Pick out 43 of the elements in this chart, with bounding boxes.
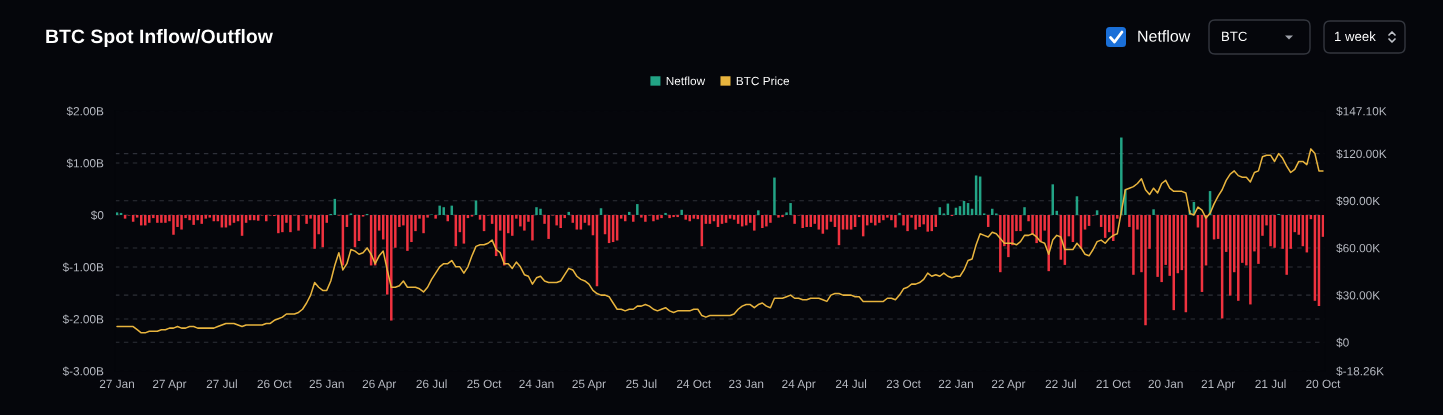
y2-tick-label: $30.00K (1336, 290, 1380, 301)
x-tick-label: 20 Oct (1306, 379, 1341, 388)
y-tick-label: $1.00B (66, 158, 104, 169)
x-tick-label: 27 Jan (99, 379, 134, 388)
legend-label: Netflow (666, 76, 706, 86)
x-tick-label: 27 Apr (152, 379, 187, 391)
text: BTC (1222, 31, 1247, 42)
x-tick-label: 21 Oct (1096, 379, 1131, 388)
chart-title: BTC Spot Inflow/Outflow (46, 28, 273, 48)
x-tick-label: 25 Apr (572, 379, 606, 391)
x-tick-label: 25 Jan (309, 379, 344, 388)
x-tick-label: 23 Oct (886, 379, 921, 388)
x-tick-label: 26 Apr (362, 379, 397, 391)
y-tick-label: $-2.00B (62, 314, 104, 325)
x-tick-label: 25 Jul (626, 379, 657, 388)
x-tick-label: 23 Jan (729, 379, 764, 388)
y-tick-label: $2.00B (66, 106, 104, 117)
x-tick-label: 24 Apr (782, 379, 816, 391)
y2-tick-label: $120.00K (1336, 149, 1387, 159)
x-tick-label: 21 Apr (1201, 379, 1235, 391)
x-tick-label: 26 Jul (416, 379, 447, 388)
y2-tick-label: $-18.26K (1336, 366, 1384, 377)
x-tick-label: 26 Oct (257, 379, 292, 388)
y2-tick-label: $60.00K (1336, 243, 1380, 254)
x-tick-label: 27 Jul (206, 379, 237, 388)
y2-tick-label: $0 (1336, 337, 1349, 348)
x-tick-label: 20 Jan (1148, 379, 1183, 388)
x-tick-label: 22 Jul (1045, 379, 1076, 388)
x-tick-label: 24 Jul (835, 379, 867, 388)
legend-label: BTC Price (736, 76, 790, 86)
y-tick-label: $0 (90, 210, 104, 221)
text: Netflow (1138, 30, 1191, 42)
y-tick-label: $-3.00B (62, 366, 104, 377)
x-tick-label: 21 Jul (1255, 379, 1286, 388)
y-tick-label: $-1.00B (62, 262, 104, 273)
y2-tick-label: $90.00K (1336, 196, 1380, 206)
x-tick-label: 25 Oct (467, 379, 502, 388)
x-tick-label: 24 Jan (519, 379, 554, 388)
x-tick-label: 22 Apr (991, 379, 1026, 391)
x-tick-label: 22 Jan (938, 379, 973, 388)
x-tick-label: 24 Oct (676, 379, 712, 388)
y2-tick-label: $147.10K (1336, 106, 1387, 117)
text: 1 week (1335, 31, 1376, 42)
